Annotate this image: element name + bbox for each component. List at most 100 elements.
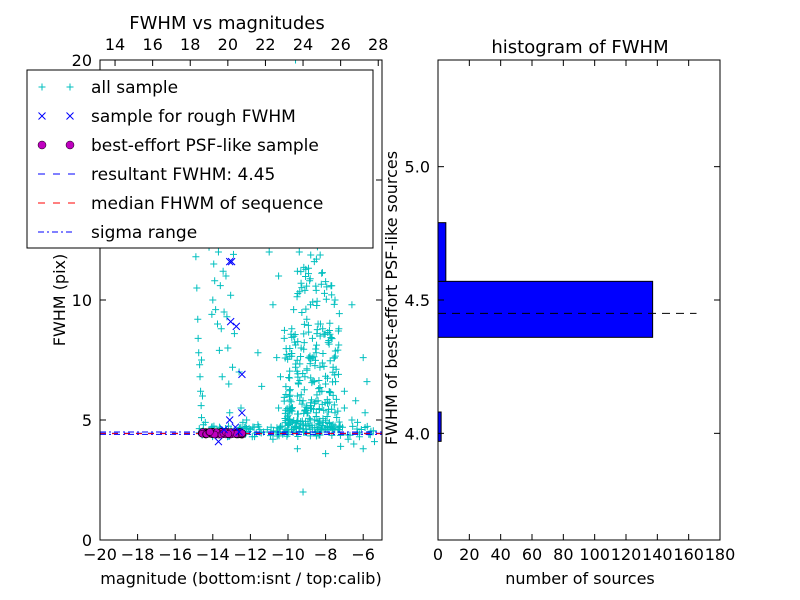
- all-sample-point: [286, 406, 294, 414]
- all-sample-point: [303, 366, 311, 374]
- all-sample-point: [223, 313, 231, 321]
- legend-marker: [66, 83, 74, 91]
- all-sample-point: [297, 268, 305, 276]
- legend-box: [26, 69, 374, 249]
- all-sample-point: [320, 362, 328, 370]
- all-sample-point: [249, 423, 257, 431]
- all-sample-point: [325, 340, 333, 348]
- all-sample-point: [305, 328, 313, 336]
- all-sample-point: [302, 272, 310, 280]
- all-sample-point: [286, 367, 294, 375]
- all-sample-point: [304, 321, 312, 329]
- legend: all sample sample for rough FWHM best-effo…: [26, 69, 374, 249]
- all-sample-point: [225, 380, 233, 388]
- histogram-x-axis-label: number of sources: [505, 569, 655, 588]
- all-sample-point: [323, 396, 331, 404]
- scatter-title: FWHM vs magnitudes: [129, 13, 324, 34]
- all-sample-point: [334, 407, 342, 415]
- all-sample-point: [280, 334, 288, 342]
- all-sample-point: [294, 379, 302, 387]
- all-sample-point: [299, 488, 307, 496]
- all-sample-point: [331, 296, 339, 304]
- all-sample-point: [292, 360, 300, 368]
- all-sample-point: [300, 339, 308, 347]
- histogram-x-tick-label: 20: [459, 545, 479, 564]
- all-sample-point: [349, 422, 357, 430]
- all-sample-point: [312, 282, 320, 290]
- all-sample-point: [293, 410, 301, 418]
- all-sample-point: [304, 420, 312, 428]
- all-sample-point: [230, 330, 238, 338]
- all-sample-point: [307, 399, 315, 407]
- all-sample-point: [322, 380, 330, 388]
- all-sample-point: [300, 330, 308, 338]
- all-sample-point: [322, 295, 330, 303]
- scatter-x-tick-label: −10: [271, 545, 305, 564]
- scatter-top-tick-label: 16: [142, 35, 162, 54]
- all-sample-point: [322, 278, 330, 286]
- all-sample-point: [275, 272, 283, 280]
- all-sample-point: [293, 445, 301, 453]
- scatter-top-tick-label: 22: [255, 35, 275, 54]
- all-sample-point: [323, 283, 331, 291]
- all-sample-point: [363, 378, 371, 386]
- all-sample-point: [316, 431, 324, 439]
- histogram-x-tick-label: 100: [579, 545, 610, 564]
- all-sample-point: [324, 338, 332, 346]
- scatter-x-tick-label: −8: [314, 545, 338, 564]
- all-sample-point: [318, 359, 326, 367]
- all-sample-point: [295, 248, 303, 256]
- all-sample-point: [328, 291, 336, 299]
- all-sample-point: [312, 413, 320, 421]
- all-sample-point: [316, 384, 324, 392]
- all-sample-point: [293, 392, 301, 400]
- legend-marker: [65, 140, 75, 150]
- legend-label: median FHWM of sequence: [91, 194, 323, 214]
- legend-label: all sample: [91, 78, 178, 98]
- scatter-ticks: −20 −18 −16 −14 −12 −10 −8 −6 14 16 18 20 22 24 26 28 0 5…: [72, 35, 389, 564]
- all-sample-point: [302, 305, 310, 313]
- legend-marker: [38, 112, 46, 120]
- all-sample-point: [335, 310, 343, 318]
- all-sample-point: [317, 280, 325, 288]
- all-sample-point: [319, 349, 327, 357]
- all-sample-point: [255, 423, 263, 431]
- histogram-y-tick-label: 4.5: [405, 291, 430, 310]
- all-sample-point: [330, 354, 338, 362]
- all-sample-point: [303, 315, 311, 323]
- all-sample-point: [308, 334, 316, 342]
- all-sample-point: [215, 346, 223, 354]
- all-sample-point: [265, 248, 273, 256]
- all-sample-point: [315, 417, 323, 425]
- psf-sample-point: [206, 428, 214, 436]
- legend-label: sample for rough FWHM: [91, 107, 296, 127]
- all-sample-point: [327, 282, 335, 290]
- all-sample-point: [334, 370, 342, 378]
- all-sample-point: [348, 416, 356, 424]
- all-sample-point: [352, 397, 360, 405]
- all-sample-point: [216, 282, 224, 290]
- all-sample-point: [258, 382, 266, 390]
- all-sample-point: [332, 395, 340, 403]
- all-sample-point: [284, 421, 292, 429]
- all-sample-point: [287, 398, 295, 406]
- all-sample-point: [311, 362, 319, 370]
- histogram-x-tick-label: 160: [673, 545, 704, 564]
- all-sample-point: [226, 409, 234, 417]
- all-sample-point: [282, 383, 290, 391]
- all-sample-point: [309, 298, 317, 306]
- all-sample-point: [316, 320, 324, 328]
- all-sample-point: [198, 356, 206, 364]
- all-sample-point: [320, 289, 328, 297]
- rough-sample-point: [235, 428, 243, 436]
- scatter-x-tick-label: −16: [158, 545, 192, 564]
- scatter-top-tick-label: 14: [105, 35, 125, 54]
- all-sample-point: [293, 293, 301, 301]
- legend-label: best-effort PSF-like sample: [91, 136, 319, 156]
- histogram-ticks: 0 20 40 60 80 100 120 140 160 180 4.0 4.5 5.0: [405, 60, 735, 564]
- all-sample-point: [319, 325, 327, 333]
- all-sample-point: [287, 330, 295, 338]
- all-sample-point: [370, 438, 378, 446]
- all-sample-point: [192, 253, 200, 261]
